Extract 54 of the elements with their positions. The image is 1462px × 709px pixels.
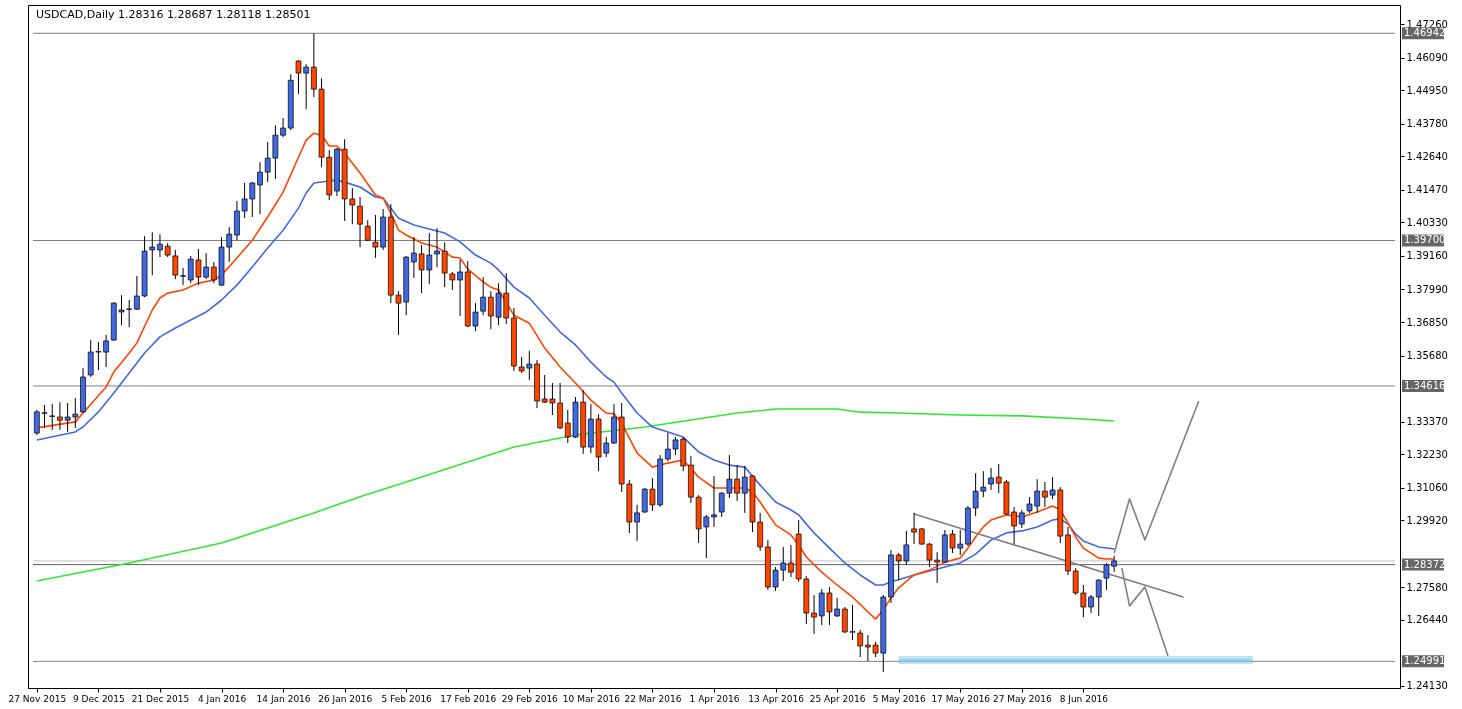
y-tick-label: 1.41470 <box>1406 184 1448 196</box>
y-tick-label: 1.32230 <box>1406 448 1448 460</box>
x-tick-label: 5 Feb 2016 <box>381 693 433 704</box>
x-tick-label: 17 Feb 2016 <box>440 693 497 704</box>
ref-line-label: 1.34616 <box>1404 379 1446 391</box>
candlestick <box>711 475 717 528</box>
candlestick <box>911 512 917 545</box>
x-tick-label: 17 May 2016 <box>931 693 991 704</box>
ref-line-label: 1.24991 <box>1404 655 1446 667</box>
line-series <box>1113 400 1200 554</box>
x-tick-label: 26 Jan 2016 <box>318 693 373 704</box>
candlestick <box>811 594 817 635</box>
y-tick-label: 1.40330 <box>1406 216 1448 228</box>
candlestick <box>988 467 994 491</box>
x-tick-label: 5 May 2016 <box>872 693 926 704</box>
y-tick-label: 1.47260 <box>1406 18 1448 30</box>
candlestick <box>257 161 263 215</box>
y-tick-label: 1.31060 <box>1406 482 1448 494</box>
x-tick-label: 9 Dec 2015 <box>73 693 125 704</box>
x-tick-label: 10 Mar 2016 <box>562 693 621 704</box>
y-tick-label: 1.35680 <box>1406 350 1448 362</box>
candlestick <box>1095 578 1102 617</box>
x-tick-label: 27 Nov 2015 <box>8 693 67 704</box>
x-tick-label: 1 Apr 2016 <box>689 693 740 704</box>
y-tick-label: 1.37990 <box>1406 283 1448 295</box>
candlestick <box>157 233 163 258</box>
y-tick-label: 1.39160 <box>1406 250 1448 262</box>
y-tick-label: 1.43780 <box>1406 118 1448 130</box>
y-tick-label: 1.33370 <box>1406 416 1448 428</box>
y-tick-label: 1.27580 <box>1406 581 1448 593</box>
x-tick-label: 13 Apr 2016 <box>748 693 805 704</box>
x-tick-label: 25 Apr 2016 <box>809 693 866 704</box>
y-tick-label: 1.29920 <box>1406 514 1448 526</box>
ref-line-label: 1.39700 <box>1404 234 1446 246</box>
x-tick-label: 27 May 2016 <box>992 693 1052 704</box>
x-tick-label: 14 Jan 2016 <box>256 693 311 704</box>
line-series <box>36 408 1115 582</box>
y-tick-label: 1.44950 <box>1406 84 1448 96</box>
candlestick <box>49 403 56 431</box>
y-tick-label: 1.26440 <box>1406 614 1448 626</box>
x-tick-label: 29 Feb 2016 <box>501 693 559 704</box>
y-tick-label: 1.46090 <box>1406 52 1448 64</box>
y-tick-label: 1.36850 <box>1406 316 1448 328</box>
ref-line-label: 1.28372 <box>1404 558 1446 570</box>
y-tick-label: 1.24130 <box>1406 680 1448 692</box>
x-tick-label: 8 Jun 2016 <box>1059 693 1109 704</box>
candlestick <box>434 227 440 268</box>
candlestick <box>357 196 363 248</box>
candlestick <box>1018 509 1025 529</box>
x-tick-label: 4 Jan 2016 <box>197 693 247 704</box>
chart-title: USDCAD,Daily 1.28316 1.28687 1.28118 1.28501 <box>36 8 311 21</box>
x-tick-label: 21 Dec 2015 <box>131 693 190 704</box>
x-tick-label: 22 Mar 2016 <box>624 693 682 704</box>
y-tick-label: 1.42640 <box>1406 150 1448 162</box>
